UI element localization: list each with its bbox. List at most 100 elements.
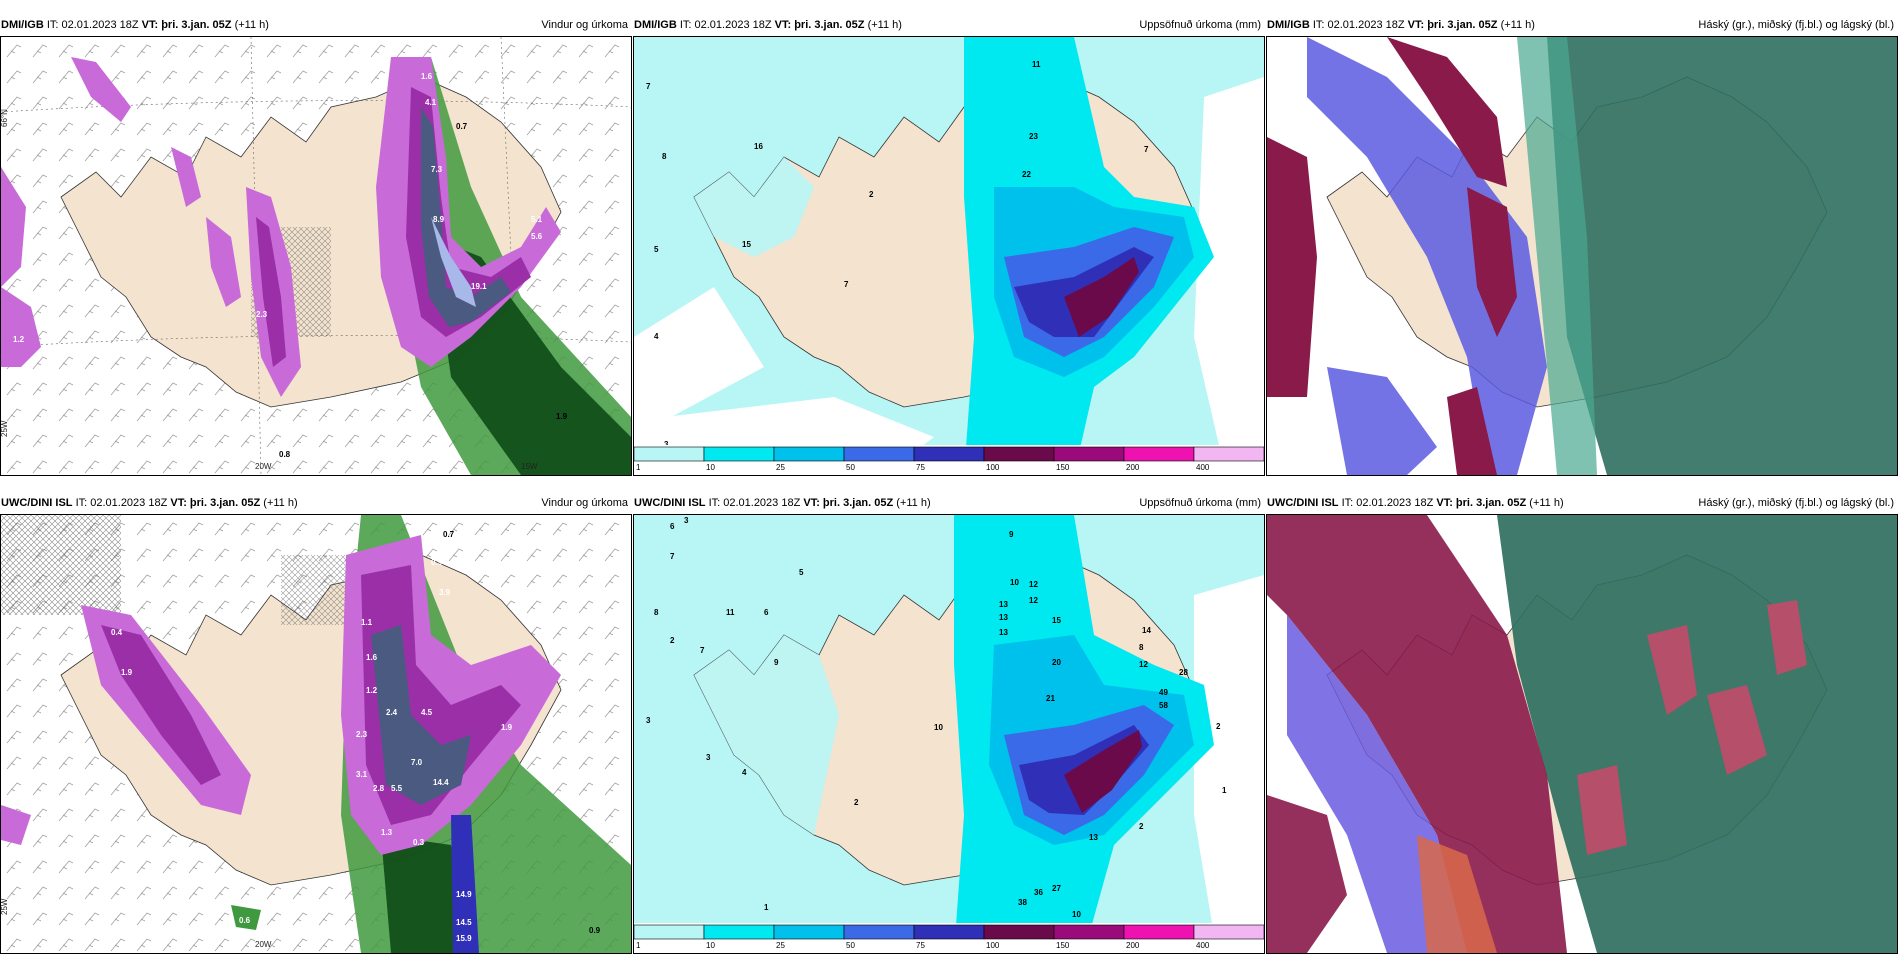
value-label: 4.1 bbox=[425, 98, 437, 107]
colorbar-swatch bbox=[843, 446, 915, 462]
value-label: 2.8 bbox=[373, 784, 385, 793]
value-label: 5 bbox=[654, 245, 659, 254]
value-label: 2.4 bbox=[386, 708, 398, 717]
value-label: 8 bbox=[654, 608, 659, 617]
value-label: 49 bbox=[1159, 688, 1168, 697]
panel-cloud-uwc: UWC/DINI ISL IT: 02.01.2023 18Z VT: þri.… bbox=[1266, 492, 1898, 954]
value-label: 13 bbox=[1089, 833, 1098, 842]
panel-title: Háský (gr.), miðský (fj.bl.) og lágský (… bbox=[1698, 19, 1894, 31]
value-label: 36 bbox=[1034, 888, 1043, 897]
value-label: 1.9 bbox=[121, 668, 133, 677]
value-label: 3.9 bbox=[439, 588, 451, 597]
colorbar-swatch bbox=[983, 924, 1055, 940]
panel-header: UWC/DINI ISL IT: 02.01.2023 18Z VT: þri.… bbox=[633, 492, 1265, 514]
colorbar-swatch bbox=[1123, 446, 1195, 462]
colorbar-swatch bbox=[913, 924, 985, 940]
colorbar-swatch bbox=[1193, 924, 1264, 940]
value-label: 2 bbox=[1216, 722, 1221, 731]
colorbar-tick-label: 200 bbox=[1126, 941, 1140, 950]
colorbar-legend: 1 10 25 50 75 100 150 200 400 bbox=[634, 445, 1264, 475]
panel-wind-precip-dmi: DMI/IGB IT: 02.01.2023 18Z VT: þri. 3.ja… bbox=[0, 14, 632, 476]
panel-title: Vindur og úrkoma bbox=[541, 497, 628, 509]
colorbar-tick-label: 25 bbox=[776, 941, 785, 950]
value-label: 2.3 bbox=[356, 730, 368, 739]
value-label: 2 bbox=[1139, 822, 1144, 831]
valid-time: VT: þri. 3.jan. 05Z bbox=[803, 497, 894, 509]
panel-cloud-dmi: DMI/IGB IT: 02.01.2023 18Z VT: þri. 3.ja… bbox=[1266, 14, 1898, 476]
model-name: DMI/IGB bbox=[1, 19, 44, 31]
value-label: 15 bbox=[742, 240, 751, 249]
panel-title: Háský (gr.), miðský (fj.bl.) og lágský (… bbox=[1698, 497, 1894, 509]
value-label: 6 bbox=[764, 608, 769, 617]
value-label: 4.5 bbox=[421, 708, 433, 717]
value-label: 2 bbox=[854, 798, 859, 807]
value-label: 58 bbox=[1159, 701, 1168, 710]
value-label: 7.3 bbox=[431, 165, 443, 174]
value-label: 1.2 bbox=[366, 686, 378, 695]
map-wind-precip: 1.6 4.1 0.7 7.3 8.9 5.1 5.6 19.1 1.9 0.8… bbox=[0, 36, 632, 476]
value-label: 7 bbox=[670, 552, 675, 561]
value-label: 12 bbox=[1139, 660, 1148, 669]
value-label: 6 bbox=[670, 522, 675, 531]
value-label: 10 bbox=[1010, 578, 1019, 587]
value-label: 3.1 bbox=[356, 770, 368, 779]
value-label: 7 bbox=[1144, 145, 1149, 154]
map-wind-precip: 0.7 0.9 3.9 1.1 1.6 1.2 0.4 1.9 2.3 2.4 … bbox=[0, 514, 632, 954]
colorbar-swatch bbox=[1123, 924, 1195, 940]
colorbar-tick-label: 50 bbox=[846, 941, 855, 950]
value-label: 12 bbox=[1029, 596, 1038, 605]
panel-accum-precip-uwc: UWC/DINI ISL IT: 02.01.2023 18Z VT: þri.… bbox=[633, 492, 1265, 954]
colorbar-swatch bbox=[634, 446, 705, 462]
lead-time: (+11 h) bbox=[1500, 19, 1535, 31]
panel-title: Vindur og úrkoma bbox=[541, 19, 628, 31]
value-label: 3 bbox=[664, 440, 669, 449]
map-accum-precip: 6 3 7 9 10 12 12 13 13 13 15 20 21 14 8 … bbox=[633, 514, 1265, 954]
value-label: 0.7 bbox=[443, 530, 455, 539]
colorbar-swatch bbox=[843, 924, 915, 940]
value-label: 2 bbox=[869, 190, 874, 199]
colorbar-swatch bbox=[634, 924, 705, 940]
model-name: UWC/DINI ISL bbox=[1267, 497, 1339, 509]
colorbar-tick-label: 400 bbox=[1196, 941, 1210, 950]
value-label: 28 bbox=[1179, 668, 1188, 677]
panel-header: DMI/IGB IT: 02.01.2023 18Z VT: þri. 3.ja… bbox=[1266, 14, 1898, 36]
colorbar-tick-label: 200 bbox=[1126, 463, 1140, 472]
colorbar-tick-label: 1 bbox=[636, 463, 641, 472]
colorbar-tick-label: 25 bbox=[776, 463, 785, 472]
value-label: 10 bbox=[934, 723, 943, 732]
valid-time: VT: þri. 3.jan. 05Z bbox=[1436, 497, 1527, 509]
init-time: IT: 02.01.2023 18Z bbox=[46, 19, 139, 31]
value-label: 16 bbox=[754, 142, 763, 151]
init-time: IT: 02.01.2023 18Z bbox=[75, 497, 168, 509]
valid-time: VT: þri. 3.jan. 05Z bbox=[170, 497, 261, 509]
model-name: UWC/DINI ISL bbox=[634, 497, 706, 509]
init-time: IT: 02.01.2023 18Z bbox=[708, 497, 801, 509]
value-label: 12 bbox=[1029, 580, 1038, 589]
lon-label: 20W bbox=[255, 462, 272, 471]
panel-title: Uppsöfnuð úrkoma (mm) bbox=[1139, 19, 1261, 31]
colorbar-tick-label: 10 bbox=[706, 463, 715, 472]
valid-time: VT: þri. 3.jan. 05Z bbox=[774, 19, 865, 31]
value-label: 5.6 bbox=[531, 232, 543, 241]
colorbar-tick-label: 100 bbox=[986, 941, 1000, 950]
value-label: 14.9 bbox=[456, 890, 472, 899]
value-label: 1.3 bbox=[381, 828, 393, 837]
value-label: 15.9 bbox=[456, 934, 472, 943]
lead-time: (+11 h) bbox=[263, 497, 298, 509]
panel-accum-precip-dmi: DMI/IGB IT: 02.01.2023 18Z VT: þri. 3.ja… bbox=[633, 14, 1265, 476]
lat-label: 25W bbox=[1, 420, 9, 437]
value-label: 1.2 bbox=[13, 335, 25, 344]
value-label: 13 bbox=[999, 628, 1008, 637]
value-label: 10 bbox=[1072, 910, 1081, 919]
value-label: 0.6 bbox=[239, 916, 251, 925]
value-label: 5 bbox=[799, 568, 804, 577]
panel-header: DMI/IGB IT: 02.01.2023 18Z VT: þri. 3.ja… bbox=[0, 14, 632, 36]
panel-header: UWC/DINI ISL IT: 02.01.2023 18Z VT: þri.… bbox=[1266, 492, 1898, 514]
model-name: UWC/DINI ISL bbox=[1, 497, 73, 509]
colorbar-swatch bbox=[913, 446, 985, 462]
value-label: 7.0 bbox=[411, 758, 423, 767]
value-label: 7 bbox=[646, 82, 651, 91]
value-label: 27 bbox=[1052, 884, 1061, 893]
value-label: 20 bbox=[1052, 658, 1061, 667]
colorbar-tick-label: 150 bbox=[1056, 463, 1070, 472]
